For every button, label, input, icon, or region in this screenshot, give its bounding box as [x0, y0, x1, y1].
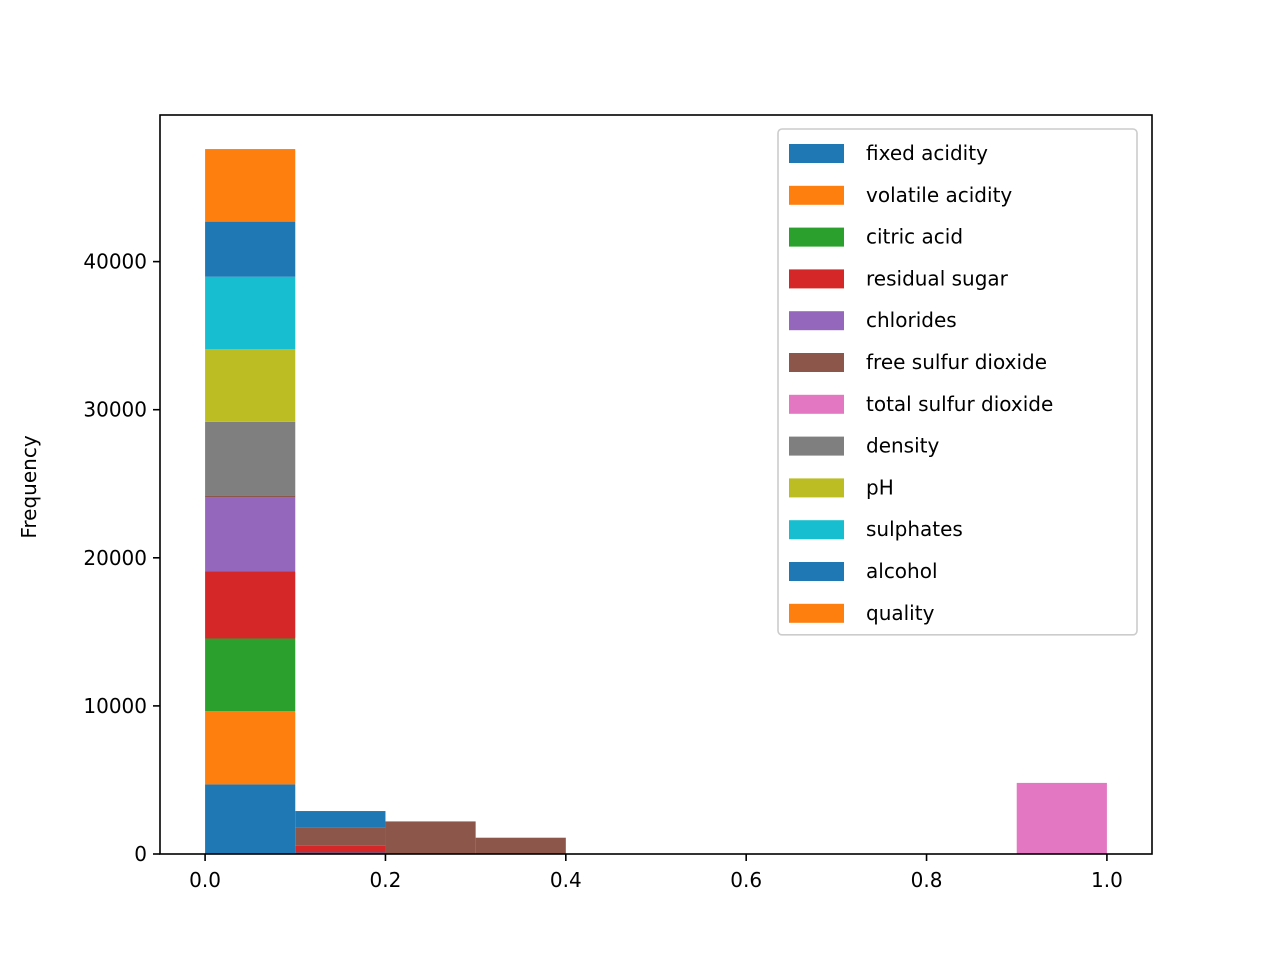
- bar-residual-sugar-bin-1: [295, 845, 386, 853]
- x-tick-label: 0.2: [370, 868, 402, 892]
- legend-swatch: [789, 562, 844, 581]
- x-tick-label: 0.4: [550, 868, 582, 892]
- legend-swatch: [789, 144, 844, 163]
- axes-frame: [159, 114, 1153, 855]
- legend-label: total sulfur dioxide: [866, 392, 1053, 416]
- legend-label: alcohol: [866, 559, 938, 583]
- y-tick-label: 0: [134, 842, 147, 866]
- legend-swatch: [789, 520, 844, 540]
- legend-box: [777, 128, 1138, 636]
- bar-fixed-acidity-bin-0: [205, 784, 296, 854]
- legend-swatch: [789, 394, 844, 414]
- legend-label: residual sugar: [866, 266, 1009, 290]
- bar-density-bin-0: [205, 421, 296, 496]
- legend-label: sulphates: [866, 517, 963, 541]
- bar-free-sulfur-dioxide-bin-1: [295, 827, 386, 846]
- legend-swatch: [789, 603, 844, 623]
- legend-swatch: [789, 227, 844, 247]
- bar-quality-bin-0: [205, 149, 296, 222]
- x-tick-label: 0.8: [911, 868, 943, 892]
- bar-total-sulfur-dioxide-bin-9: [1016, 782, 1107, 854]
- legend-label: citric acid: [866, 225, 963, 249]
- legend-label: pH: [866, 475, 894, 499]
- bar-layer: [205, 149, 1107, 854]
- y-tick-label: 10000: [83, 694, 147, 718]
- bar-residual-sugar-bin-0: [205, 571, 296, 639]
- y-axis-title: Frequency: [17, 435, 41, 538]
- x-axis: 0.0 0.2 0.4 0.6 0.8 1.0: [189, 854, 1123, 892]
- bar-volatile-acidity-bin-0: [205, 711, 296, 785]
- legend-swatch: [789, 478, 844, 498]
- x-tick-label: 0.0: [189, 868, 221, 892]
- legend-label: volatile acidity: [866, 183, 1012, 207]
- y-tick-label: 20000: [83, 546, 147, 570]
- legend-label: chlorides: [866, 308, 957, 332]
- bar-free-sulfur-dioxide-bin-2: [385, 821, 476, 854]
- bar-citric-acid-bin-0: [205, 638, 296, 712]
- bar-chlorides-bin-0: [205, 497, 296, 572]
- legend-label: density: [866, 434, 939, 458]
- bar-free-sulfur-dioxide-bin-3: [475, 837, 566, 854]
- y-tick-label: 30000: [83, 398, 147, 422]
- bar-ph-bin-0: [205, 349, 296, 422]
- legend-swatch: [789, 436, 844, 456]
- y-axis: 0 10000 20000 30000 40000: [83, 250, 160, 866]
- y-tick-label: 40000: [83, 250, 147, 274]
- bar-free-sulfur-dioxide-bin-0: [205, 495, 296, 498]
- legend: fixed acidity volatile acidity citric acid…: [777, 128, 1138, 636]
- x-tick-label: 0.6: [730, 868, 762, 892]
- legend-swatch: [789, 353, 844, 372]
- x-tick-label: 1.0: [1091, 868, 1123, 892]
- bar-alcohol-bin-1: [295, 811, 386, 828]
- legend-label: fixed acidity: [866, 141, 988, 165]
- legend-swatch: [789, 311, 844, 331]
- bar-alcohol-bin-0: [205, 221, 296, 277]
- legend-label: quality: [866, 601, 935, 625]
- legend-label: free sulfur dioxide: [866, 350, 1047, 374]
- bar-sulphates-bin-0: [205, 276, 296, 350]
- legend-swatch: [789, 185, 844, 205]
- legend-swatch: [789, 269, 844, 289]
